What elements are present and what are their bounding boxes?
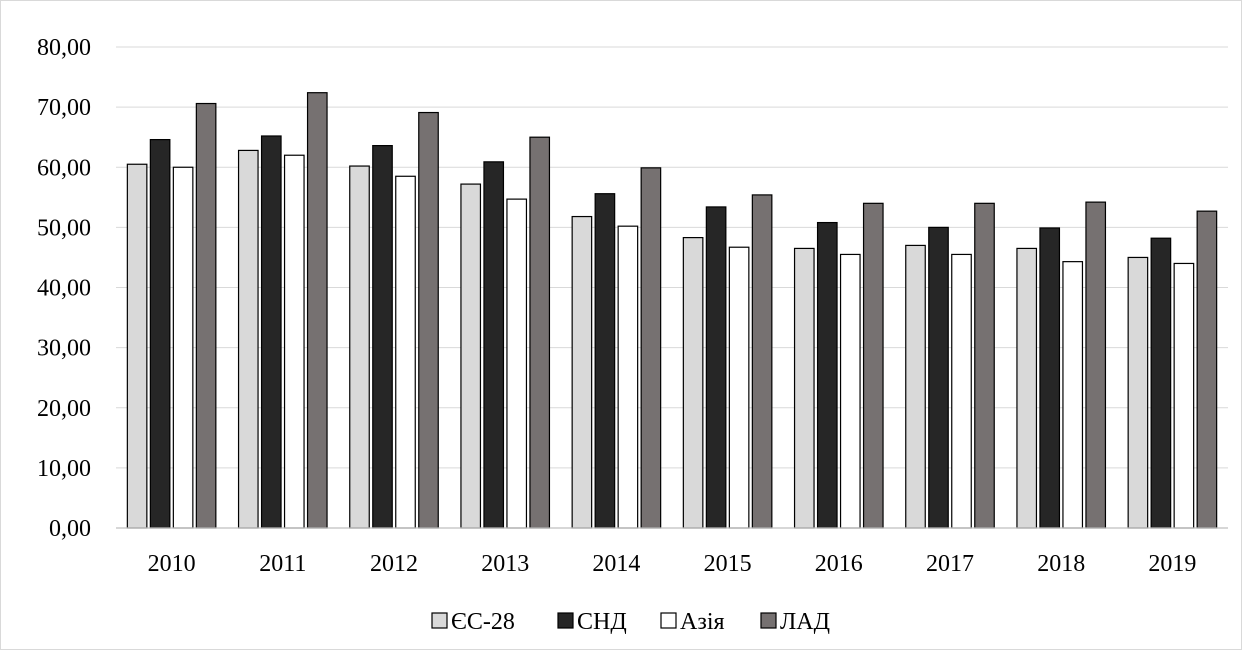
y-tick-label: 80,00	[37, 35, 91, 61]
x-tick-label: 2013	[481, 551, 529, 577]
bar	[705, 206, 727, 529]
legend-swatch	[557, 612, 574, 629]
y-tick-label: 0,00	[49, 516, 91, 542]
legend: ЄС-28 СНД Азія ЛАД	[431, 609, 830, 635]
bar	[460, 183, 482, 529]
bar	[974, 202, 995, 529]
bar	[418, 111, 439, 529]
legend-label: СНД	[577, 609, 627, 635]
bar	[349, 165, 370, 529]
bar	[1062, 261, 1084, 529]
legend-label: Азія	[680, 609, 725, 635]
legend-label: ЛАД	[780, 609, 830, 635]
x-tick-label: 2010	[148, 551, 196, 577]
bar	[1196, 210, 1218, 529]
bar	[640, 167, 662, 529]
bar	[195, 102, 217, 529]
bar	[594, 193, 616, 529]
bar	[1039, 227, 1061, 529]
bar	[372, 145, 393, 529]
bar	[283, 154, 305, 529]
y-tick-label: 30,00	[37, 336, 91, 362]
bar	[751, 194, 773, 529]
x-tick-label: 2015	[704, 551, 752, 577]
bar	[928, 226, 949, 529]
legend-swatch	[660, 612, 677, 629]
bar	[1016, 247, 1038, 529]
bar	[728, 246, 750, 529]
y-tick-label: 20,00	[37, 396, 91, 422]
bar	[529, 136, 551, 529]
x-tick-label: 2019	[1148, 551, 1196, 577]
bar	[617, 225, 639, 529]
bar	[306, 92, 328, 529]
bar	[793, 247, 815, 529]
bar	[816, 221, 838, 529]
x-axis-tick-labels: 2010 2011 2012 2013 2014 2015 2016 2017 2018 2019	[148, 551, 1197, 577]
bar	[395, 175, 416, 529]
x-tick-label: 2017	[926, 551, 974, 577]
x-tick-label: 2018	[1037, 551, 1085, 577]
x-tick-label: 2016	[815, 551, 863, 577]
bar	[483, 161, 505, 529]
bar	[260, 135, 282, 529]
y-tick-label: 40,00	[37, 276, 91, 302]
bars	[126, 92, 1218, 529]
y-tick-label: 70,00	[37, 95, 91, 121]
x-tick-label: 2011	[259, 551, 306, 577]
bar	[126, 163, 148, 529]
bar	[149, 138, 171, 529]
bar	[1085, 201, 1107, 529]
bar	[862, 202, 884, 529]
y-tick-label: 60,00	[37, 155, 91, 181]
x-tick-label: 2014	[592, 551, 640, 577]
legend-swatch	[760, 612, 777, 629]
bar	[1150, 237, 1172, 529]
gridlines	[116, 46, 1228, 469]
bar	[905, 244, 926, 529]
bar	[1173, 262, 1195, 529]
bar	[951, 253, 972, 529]
bar	[1127, 256, 1149, 529]
bar	[172, 166, 194, 529]
legend-swatch	[431, 612, 448, 629]
bar	[682, 236, 704, 529]
bar	[571, 215, 593, 529]
y-tick-label: 50,00	[37, 215, 91, 241]
legend-label: ЄС-28	[451, 609, 515, 635]
y-tick-label: 10,00	[37, 456, 91, 482]
x-tick-label: 2012	[370, 551, 418, 577]
bar	[506, 198, 528, 529]
y-axis-tick-labels: 0,00 10,00 20,00 30,00 40,00 50,00 60,00 70,00 8…	[37, 35, 91, 542]
bar	[839, 253, 861, 529]
bar	[237, 149, 259, 529]
